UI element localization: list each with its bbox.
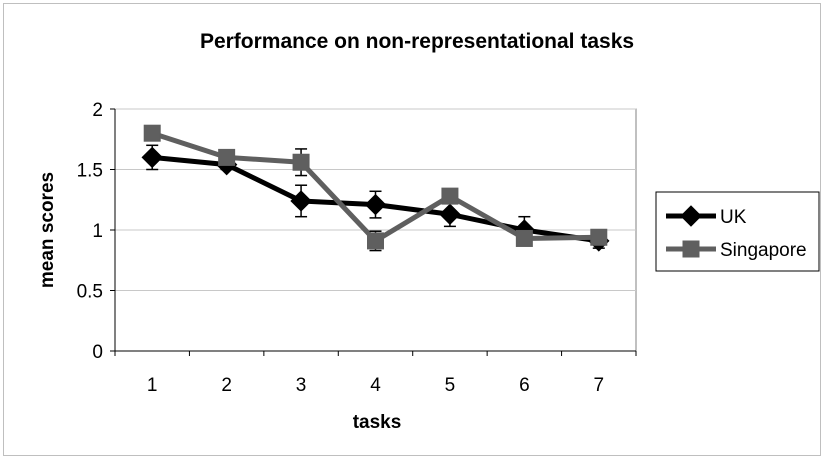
legend: UK Singapore (655, 191, 820, 272)
legend-box (655, 191, 820, 272)
y-tick-label: 0 (92, 342, 103, 363)
data-point (367, 232, 384, 250)
data-point (218, 148, 236, 166)
chart-frame: Performance on non-representational task… (3, 3, 821, 456)
y-tick-label: 2 (92, 100, 103, 121)
chart-title: Performance on non-representational task… (200, 30, 634, 53)
data-point (364, 193, 387, 216)
data-point (590, 228, 608, 246)
axes: 0 0.5 1 1.5 2 1 2 3 4 5 6 7 (77, 100, 637, 396)
x-tick-label: 4 (370, 375, 381, 396)
x-tick-label: 7 (593, 375, 604, 396)
data-point (290, 190, 312, 212)
legend-label: Singapore (720, 240, 807, 261)
x-tick-label: 3 (296, 375, 307, 396)
data-point (441, 187, 459, 205)
data-point (143, 124, 161, 142)
line-chart: Performance on non-representational task… (37, 30, 820, 433)
x-tick-label: 1 (147, 375, 158, 396)
y-tick-label: 0.5 (77, 282, 103, 303)
data-point (292, 153, 310, 171)
legend-marker (680, 205, 702, 227)
data-point (439, 203, 461, 225)
data-point (515, 229, 533, 247)
legend-label: UK (720, 207, 747, 228)
legend-marker (682, 240, 700, 258)
series-singapore (143, 124, 608, 252)
gridlines (115, 108, 636, 291)
series (141, 124, 610, 252)
y-tick-label: 1.5 (77, 161, 103, 182)
x-axis-title: tasks (353, 412, 402, 433)
y-axis-title: mean scores (37, 172, 58, 288)
x-tick-label: 6 (519, 375, 530, 396)
data-point (141, 146, 163, 169)
x-tick-label: 5 (445, 375, 456, 396)
y-tick-label: 1 (92, 221, 103, 242)
x-tick-label: 2 (221, 375, 232, 396)
